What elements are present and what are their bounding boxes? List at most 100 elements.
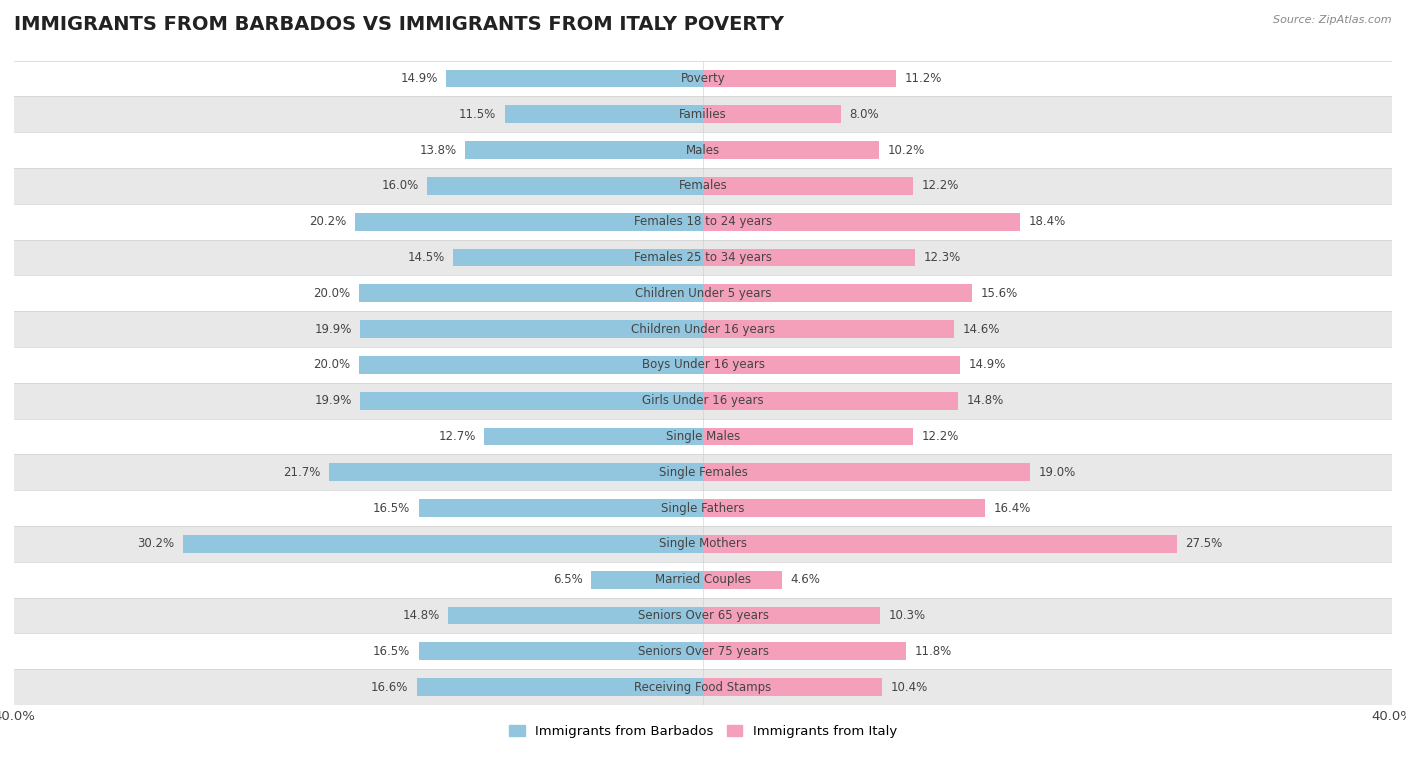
Text: Single Males: Single Males (666, 430, 740, 443)
Text: Females: Females (679, 180, 727, 193)
Text: Poverty: Poverty (681, 72, 725, 85)
Text: 13.8%: 13.8% (419, 143, 457, 157)
Legend: Immigrants from Barbados, Immigrants from Italy: Immigrants from Barbados, Immigrants fro… (503, 720, 903, 744)
Bar (14, 347, 1392, 383)
Bar (418, 678, 703, 696)
Text: 15.6%: 15.6% (980, 287, 1018, 300)
Text: 16.6%: 16.6% (371, 681, 409, 694)
Bar (14, 132, 1392, 168)
Bar (14, 526, 1392, 562)
Text: Receiving Food Stamps: Receiving Food Stamps (634, 681, 772, 694)
Bar (419, 499, 703, 517)
Bar (14, 312, 1392, 347)
Text: 10.3%: 10.3% (889, 609, 927, 622)
Text: 14.9%: 14.9% (969, 359, 1005, 371)
Bar (703, 177, 912, 195)
Bar (14, 562, 1392, 597)
Text: Seniors Over 75 years: Seniors Over 75 years (637, 645, 769, 658)
Text: 16.5%: 16.5% (373, 645, 411, 658)
Text: 14.6%: 14.6% (963, 323, 1001, 336)
Bar (591, 571, 703, 589)
Text: 11.5%: 11.5% (460, 108, 496, 121)
Text: Source: ZipAtlas.com: Source: ZipAtlas.com (1274, 15, 1392, 25)
Text: 27.5%: 27.5% (1185, 537, 1222, 550)
Text: Seniors Over 65 years: Seniors Over 65 years (637, 609, 769, 622)
Text: 20.0%: 20.0% (312, 287, 350, 300)
Text: Boys Under 16 years: Boys Under 16 years (641, 359, 765, 371)
Text: 21.7%: 21.7% (283, 465, 321, 479)
Text: 19.9%: 19.9% (315, 323, 352, 336)
Bar (703, 249, 915, 267)
Text: 20.0%: 20.0% (312, 359, 350, 371)
Bar (14, 275, 1392, 312)
Bar (703, 606, 880, 625)
Bar (703, 213, 1019, 230)
Bar (14, 454, 1392, 490)
Text: 4.6%: 4.6% (790, 573, 821, 586)
Bar (427, 177, 703, 195)
Text: 14.8%: 14.8% (966, 394, 1004, 407)
Text: 18.4%: 18.4% (1029, 215, 1066, 228)
Bar (446, 70, 703, 87)
Bar (14, 597, 1392, 634)
Text: 12.3%: 12.3% (924, 251, 960, 264)
Bar (14, 168, 1392, 204)
Bar (183, 535, 703, 553)
Bar (703, 535, 1177, 553)
Bar (703, 499, 986, 517)
Bar (465, 141, 703, 159)
Text: Children Under 16 years: Children Under 16 years (631, 323, 775, 336)
Bar (703, 571, 782, 589)
Text: Single Females: Single Females (658, 465, 748, 479)
Text: 19.9%: 19.9% (315, 394, 352, 407)
Text: 10.4%: 10.4% (891, 681, 928, 694)
Bar (703, 284, 972, 302)
Text: 14.5%: 14.5% (408, 251, 444, 264)
Bar (703, 642, 907, 660)
Bar (703, 105, 841, 124)
Bar (703, 70, 896, 87)
Text: Married Couples: Married Couples (655, 573, 751, 586)
Text: 16.5%: 16.5% (373, 502, 411, 515)
Text: Males: Males (686, 143, 720, 157)
Bar (419, 642, 703, 660)
Text: Single Fathers: Single Fathers (661, 502, 745, 515)
Text: 16.0%: 16.0% (381, 180, 419, 193)
Bar (14, 490, 1392, 526)
Text: 14.8%: 14.8% (402, 609, 440, 622)
Bar (356, 213, 703, 230)
Bar (505, 105, 703, 124)
Bar (703, 356, 960, 374)
Bar (14, 96, 1392, 132)
Text: Females 18 to 24 years: Females 18 to 24 years (634, 215, 772, 228)
Bar (703, 320, 955, 338)
Text: 12.2%: 12.2% (922, 180, 959, 193)
Text: 11.8%: 11.8% (915, 645, 952, 658)
Text: Females 25 to 34 years: Females 25 to 34 years (634, 251, 772, 264)
Text: 16.4%: 16.4% (994, 502, 1032, 515)
Text: 12.2%: 12.2% (922, 430, 959, 443)
Text: 6.5%: 6.5% (553, 573, 582, 586)
Bar (14, 204, 1392, 240)
Bar (14, 634, 1392, 669)
Text: 20.2%: 20.2% (309, 215, 346, 228)
Bar (703, 141, 879, 159)
Bar (14, 418, 1392, 454)
Text: 12.7%: 12.7% (439, 430, 475, 443)
Text: 11.2%: 11.2% (904, 72, 942, 85)
Bar (703, 678, 882, 696)
Bar (359, 284, 703, 302)
Bar (449, 606, 703, 625)
Bar (703, 392, 957, 409)
Text: Children Under 5 years: Children Under 5 years (634, 287, 772, 300)
Text: IMMIGRANTS FROM BARBADOS VS IMMIGRANTS FROM ITALY POVERTY: IMMIGRANTS FROM BARBADOS VS IMMIGRANTS F… (14, 15, 785, 34)
Bar (14, 61, 1392, 96)
Text: Single Mothers: Single Mothers (659, 537, 747, 550)
Bar (484, 428, 703, 446)
Bar (329, 463, 703, 481)
Bar (360, 392, 703, 409)
Bar (14, 669, 1392, 705)
Text: Girls Under 16 years: Girls Under 16 years (643, 394, 763, 407)
Text: 8.0%: 8.0% (849, 108, 879, 121)
Bar (453, 249, 703, 267)
